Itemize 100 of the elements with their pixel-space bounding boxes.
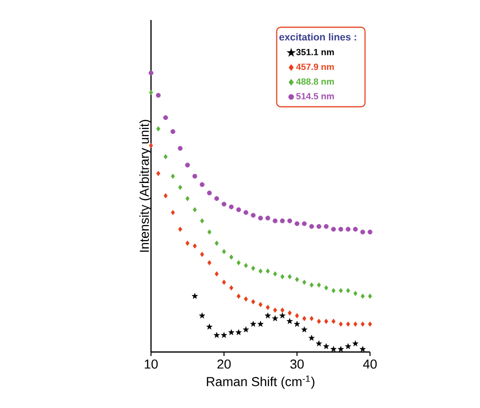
point bbox=[185, 162, 190, 168]
point bbox=[186, 240, 190, 246]
point bbox=[206, 324, 212, 330]
point bbox=[316, 318, 321, 324]
point bbox=[170, 129, 176, 134]
point bbox=[244, 210, 248, 215]
point bbox=[258, 268, 262, 274]
point bbox=[214, 196, 220, 201]
point bbox=[178, 146, 183, 151]
point bbox=[346, 226, 350, 232]
point bbox=[323, 343, 330, 350]
point bbox=[294, 221, 300, 226]
point bbox=[228, 329, 234, 336]
point bbox=[214, 271, 219, 276]
point bbox=[353, 322, 358, 327]
point bbox=[192, 243, 197, 249]
point bbox=[288, 274, 292, 280]
point bbox=[244, 296, 248, 302]
point bbox=[236, 294, 241, 299]
point bbox=[280, 218, 285, 224]
point bbox=[331, 226, 336, 232]
x-tick-label: 30 bbox=[290, 360, 304, 369]
point bbox=[264, 312, 271, 318]
legend-label: 457.9 nm bbox=[296, 64, 334, 70]
point bbox=[338, 322, 343, 327]
point bbox=[148, 70, 154, 76]
point bbox=[324, 224, 329, 229]
point bbox=[170, 210, 175, 216]
point bbox=[207, 229, 212, 235]
point bbox=[273, 308, 278, 313]
point bbox=[250, 212, 256, 218]
point bbox=[338, 226, 344, 232]
point bbox=[316, 224, 322, 229]
point bbox=[251, 299, 256, 304]
point bbox=[360, 322, 365, 327]
point bbox=[266, 304, 270, 310]
point bbox=[178, 226, 182, 232]
point bbox=[316, 340, 322, 346]
point bbox=[316, 282, 321, 288]
point bbox=[353, 290, 358, 296]
point bbox=[338, 346, 344, 352]
x-tick-label: 10 bbox=[144, 360, 158, 369]
point bbox=[170, 174, 175, 179]
point bbox=[288, 310, 292, 316]
point bbox=[360, 230, 366, 234]
point bbox=[244, 262, 248, 268]
point bbox=[229, 254, 234, 260]
point bbox=[308, 334, 315, 341]
point bbox=[156, 92, 161, 98]
point bbox=[266, 268, 270, 274]
point bbox=[302, 280, 306, 285]
point bbox=[280, 274, 284, 280]
point bbox=[345, 343, 352, 350]
point bbox=[279, 312, 286, 318]
x-axis-title: Raman Shift (cm$^{-1}$) bbox=[206, 376, 314, 389]
point bbox=[164, 154, 168, 160]
point bbox=[236, 260, 241, 266]
point bbox=[228, 204, 234, 210]
point bbox=[294, 320, 300, 327]
point bbox=[199, 312, 206, 318]
point bbox=[222, 280, 226, 285]
point bbox=[272, 315, 278, 322]
point bbox=[360, 294, 365, 299]
point bbox=[242, 326, 249, 332]
point bbox=[214, 240, 219, 246]
point bbox=[192, 293, 198, 299]
point bbox=[220, 332, 228, 338]
point bbox=[265, 216, 270, 220]
legend-title: excitation lines : bbox=[279, 33, 356, 41]
point bbox=[324, 318, 328, 324]
point bbox=[251, 266, 256, 271]
point bbox=[273, 271, 278, 276]
x-tick-label: 20 bbox=[217, 360, 231, 369]
point bbox=[200, 252, 204, 257]
point bbox=[178, 184, 182, 190]
point bbox=[236, 207, 241, 212]
x-tick-label: 40 bbox=[363, 360, 377, 369]
point bbox=[302, 221, 307, 226]
point bbox=[156, 170, 160, 176]
point bbox=[229, 285, 234, 290]
point bbox=[287, 218, 292, 224]
point bbox=[368, 294, 372, 299]
point bbox=[332, 318, 336, 324]
legend-label: 488.8 nm bbox=[296, 78, 334, 85]
point bbox=[164, 193, 168, 198]
point bbox=[338, 288, 343, 294]
point bbox=[163, 115, 168, 120]
point bbox=[368, 230, 372, 234]
point bbox=[200, 218, 204, 224]
point bbox=[222, 202, 226, 207]
point bbox=[207, 260, 212, 266]
point bbox=[192, 174, 198, 179]
point bbox=[346, 322, 350, 327]
point bbox=[156, 126, 160, 132]
point bbox=[352, 340, 358, 346]
point bbox=[207, 190, 212, 196]
y-axis-title: Intensity (Arbitrary unit) bbox=[139, 120, 152, 252]
point bbox=[324, 285, 328, 290]
point bbox=[301, 326, 308, 332]
point bbox=[272, 218, 278, 224]
